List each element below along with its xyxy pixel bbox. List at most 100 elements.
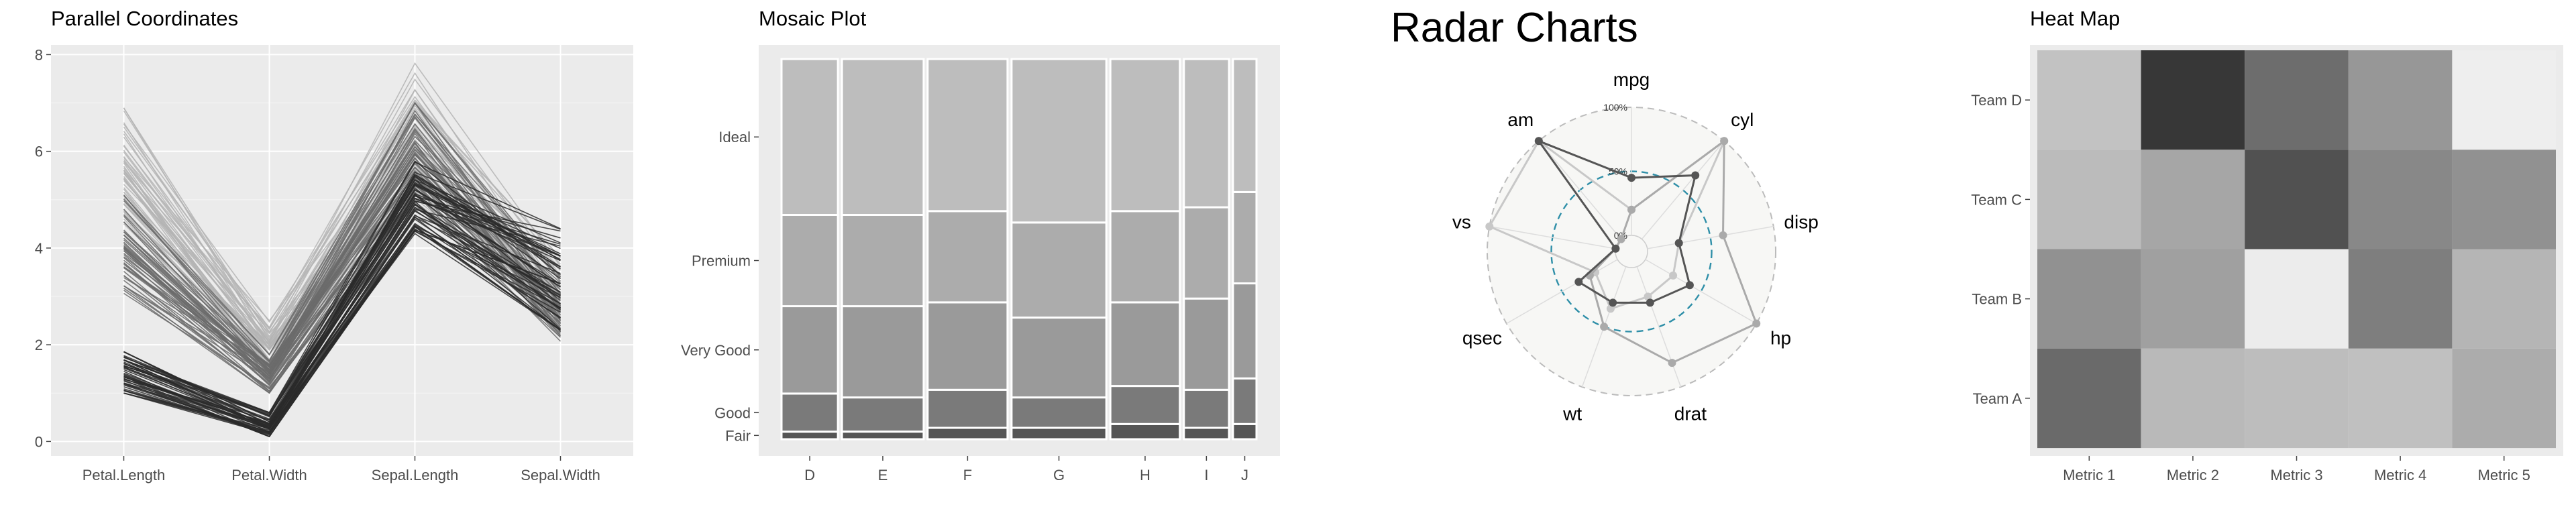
mosaic-tile-H-very-good	[1109, 301, 1181, 388]
mosaic-axis-labels: D E F G H I J Fair Good Very Good Premium Ideal	[681, 129, 1248, 483]
radar-point-car-2	[1617, 235, 1625, 243]
parallel-line-virginica	[123, 62, 561, 341]
mosaic-panel: Mosaic Plot D E F G H I J Fair Good Very Good Prem…	[681, 7, 1280, 483]
heatmap-x-tick-label: Metric 5	[2478, 467, 2530, 483]
mosaic-tile-G-very-good	[1010, 317, 1108, 399]
parallel-line-setosa	[123, 189, 561, 424]
mosaic-tile-D-ideal	[780, 58, 839, 216]
mosaic-tile-I-good	[1183, 388, 1230, 429]
radar-axis-label-mpg: mpg	[1613, 69, 1650, 90]
heatmap-panel: Heat Map Metric 1 Metric 2 Metric 3 Metric …	[1971, 7, 2563, 483]
parallel-line-setosa	[123, 225, 561, 438]
heatmap-cell-team-d-m3	[2245, 50, 2349, 150]
heatmap-cell-team-b-m2	[2141, 249, 2245, 349]
heatmap-cell-team-c-m2	[2141, 150, 2245, 249]
mosaic-tile-I-ideal	[1183, 58, 1230, 209]
heatmap-cell-team-b-m5	[2452, 249, 2556, 349]
mosaic-tile-J-good	[1232, 377, 1258, 425]
radar-axis-label-drat: drat	[1674, 404, 1707, 424]
parallel-y-tick-label: 8	[35, 46, 43, 63]
radar-point-car-1	[1611, 244, 1620, 253]
mosaic-tile-D-good	[780, 392, 839, 433]
radar-spoke	[1489, 225, 1616, 249]
radar-point-car-2	[1668, 359, 1676, 367]
mosaic-x-tick-label: D	[804, 467, 815, 483]
heatmap-title: Heat Map	[2030, 7, 2120, 30]
mosaic-y-tick-label: Ideal	[718, 129, 751, 146]
mosaic-tile-F-premium	[926, 210, 1009, 304]
heatmap-cell-team-a-m3	[2245, 348, 2349, 449]
mosaic-tile-J-very-good	[1232, 282, 1258, 380]
radar-spoke	[1636, 266, 1682, 388]
mosaic-tile-F-fair	[926, 426, 1009, 441]
parallel-lines	[123, 62, 561, 438]
parallel-x-tick-label: Petal.Width	[231, 467, 307, 483]
heatmap-cell-team-b-m1	[2037, 249, 2141, 349]
radar-spoke	[1506, 259, 1618, 325]
heatmap-cell-team-c-m1	[2037, 150, 2141, 249]
heatmap-cell-team-d-m4	[2348, 50, 2453, 150]
radar-point-car-2	[1719, 231, 1727, 239]
parallel-y-tick-label: 2	[35, 337, 43, 353]
mosaic-x-tick-label: E	[878, 467, 888, 483]
radar-point-car-2	[1600, 323, 1609, 331]
radar-point-car-1	[1574, 278, 1583, 286]
heatmap-cell-team-d-m5	[2452, 50, 2556, 150]
mosaic-tiles	[780, 58, 1258, 441]
radar-title: Radar Charts	[1391, 5, 1638, 51]
parallel-x-tick-label: Sepal.Length	[372, 467, 459, 483]
parallel-x-tick-label: Petal.Length	[83, 467, 166, 483]
mosaic-tile-D-very-good	[780, 305, 839, 395]
parallel-title: Parallel Coordinates	[51, 7, 238, 30]
parallel-line-virginica	[123, 78, 561, 343]
parallel-line-virginica	[123, 102, 561, 329]
parallel-x-tick-label: Sepal.Width	[521, 467, 600, 483]
parallel-line-setosa	[123, 172, 561, 414]
heatmap-y-tick-label: Team D	[1971, 92, 2022, 109]
parallel-line-versicolor	[123, 156, 561, 371]
heatmap-y-tick-label: Team C	[1971, 191, 2022, 208]
radar-point-car-2	[1752, 319, 1761, 328]
parallel-line-versicolor	[123, 101, 561, 362]
parallel-line-versicolor	[123, 153, 561, 378]
parallel-y-tick-label: 0	[35, 433, 43, 450]
radar-point-car-1	[1646, 298, 1654, 307]
mosaic-tile-H-good	[1109, 385, 1181, 425]
parallel-line-virginica	[123, 104, 561, 343]
parallel-y-tick-label: 6	[35, 144, 43, 160]
mosaic-tile-E-very-good	[841, 305, 925, 399]
radar-series-car-1	[1536, 139, 1697, 304]
mosaic-tile-G-fair	[1010, 426, 1108, 441]
mosaic-tile-H-premium	[1109, 210, 1181, 304]
heatmap-axis-labels: Metric 1 Metric 2 Metric 3 Metric 4 Metric 5…	[1971, 92, 2530, 483]
heatmap-cell-team-a-m2	[2141, 348, 2245, 449]
parallel-line-setosa	[123, 184, 561, 424]
mosaic-x-tick-label: I	[1204, 467, 1208, 483]
heatmap-cell-team-b-m4	[2348, 249, 2453, 349]
parallel-line-versicolor	[123, 102, 561, 355]
mosaic-tile-E-ideal	[841, 58, 925, 216]
mosaic-y-tick-label: Good	[714, 404, 751, 421]
radar-panel: Radar Charts mpgcyldisphpdratwtqsecvsam0…	[1391, 5, 1819, 424]
mosaic-tile-H-ideal	[1109, 58, 1181, 213]
mosaic-y-tick-label: Premium	[692, 253, 751, 270]
radar-axis-label-disp: disp	[1784, 211, 1818, 232]
heatmap-x-tick-label: Metric 3	[2270, 467, 2322, 483]
mosaic-x-tick-label: H	[1140, 467, 1150, 483]
heatmap-cell-team-b-m3	[2245, 249, 2349, 349]
radar-point-car-1	[1674, 239, 1683, 247]
radar-axis-label-wt: wt	[1562, 404, 1582, 424]
mosaic-tile-I-premium	[1183, 206, 1230, 300]
parallel-line-setosa	[123, 201, 561, 426]
mosaic-y-tick-label: Fair	[725, 427, 751, 444]
parallel-line-versicolor	[123, 102, 561, 368]
radar-point-car-3	[1485, 222, 1494, 231]
heatmap-cell-team-c-m5	[2452, 150, 2556, 249]
heatmap-y-tick-label: Team A	[1973, 390, 2023, 407]
parallel-axis-labels: 0 2 4 6 8 Petal.Length Petal.Width Sepal.Length…	[35, 46, 600, 483]
mosaic-tile-G-premium	[1010, 221, 1108, 319]
parallel-line-setosa	[123, 227, 561, 438]
heatmap-cell-team-a-m1	[2037, 348, 2141, 449]
mosaic-tile-D-fair	[780, 431, 839, 441]
heatmap-x-tick-label: Metric 2	[2167, 467, 2219, 483]
